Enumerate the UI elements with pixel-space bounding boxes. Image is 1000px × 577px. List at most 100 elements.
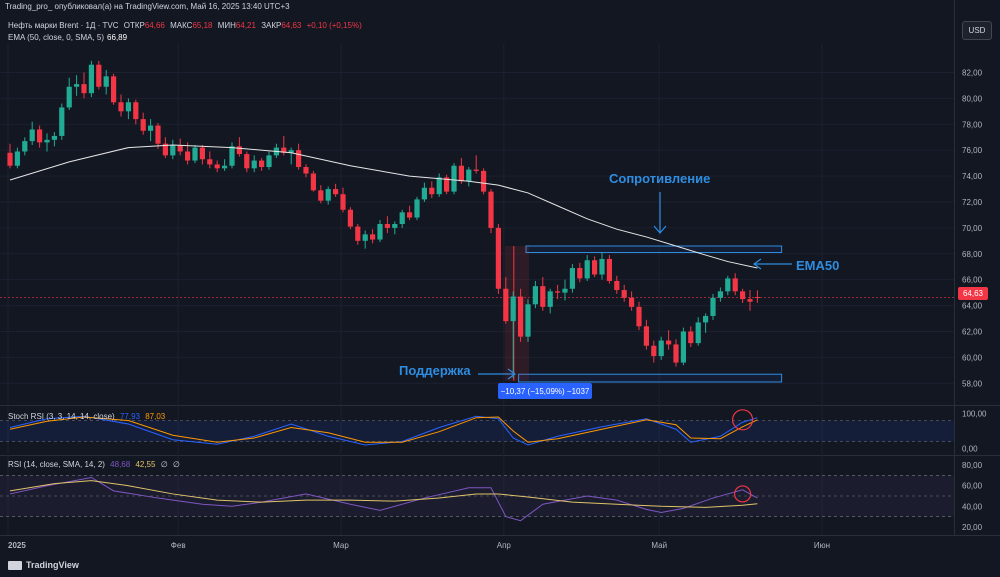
candle-body bbox=[207, 159, 213, 165]
candle-body bbox=[518, 296, 524, 337]
candle-body bbox=[340, 194, 346, 210]
candles bbox=[7, 60, 760, 379]
x-tick-label: 2025 bbox=[8, 541, 26, 550]
candle-body bbox=[525, 304, 531, 337]
low-value: 64,21 bbox=[235, 21, 256, 30]
y-tick-label: 78,00 bbox=[962, 120, 983, 129]
candle-body bbox=[614, 280, 620, 291]
y-tick-label: 82,00 bbox=[962, 68, 983, 77]
candle-body bbox=[251, 160, 257, 169]
candle-body bbox=[540, 286, 546, 307]
high-label: МАКС bbox=[170, 21, 193, 30]
stoch-legend[interactable]: Stoch RSI (3, 3, 14, 14, close) 77,93 87… bbox=[8, 412, 165, 421]
candle-body bbox=[414, 199, 420, 218]
candle-body bbox=[370, 234, 376, 240]
candle-body bbox=[629, 297, 635, 307]
rsi-tick-label: 20,00 bbox=[962, 523, 983, 532]
drawings bbox=[478, 192, 792, 503]
candle-body bbox=[281, 147, 287, 153]
low-label: МИН bbox=[217, 21, 236, 30]
rsi-series bbox=[9, 480, 758, 508]
currency-button[interactable]: USD bbox=[962, 21, 992, 40]
candle-body bbox=[125, 102, 131, 112]
measure-range bbox=[504, 246, 529, 381]
ema50-annotation[interactable]: EMA50 bbox=[796, 258, 840, 273]
tradingview-logo[interactable]: TradingView bbox=[8, 560, 79, 570]
y-tick-label: 70,00 bbox=[962, 224, 983, 233]
ema50-line bbox=[9, 144, 758, 269]
high-value: 65,18 bbox=[192, 21, 213, 30]
candle-body bbox=[140, 119, 146, 131]
candle-body bbox=[392, 224, 398, 228]
candle-body bbox=[444, 177, 450, 192]
candle-body bbox=[244, 154, 250, 169]
candle-body bbox=[577, 268, 583, 279]
candle-body bbox=[325, 189, 331, 201]
rsi-ma-value: 42,55 bbox=[135, 460, 156, 469]
stoch-tick-label: 100,00 bbox=[962, 410, 987, 419]
rsi-tick-label: 40,00 bbox=[962, 502, 983, 511]
candle-body bbox=[621, 290, 627, 298]
candle-body bbox=[532, 286, 538, 305]
candle-body bbox=[606, 258, 612, 281]
candle-body bbox=[51, 135, 57, 140]
candle-body bbox=[407, 212, 413, 218]
support-annotation[interactable]: Поддержка bbox=[399, 363, 471, 378]
rsi-extra-1: ∅ bbox=[160, 460, 168, 469]
stoch-layer bbox=[0, 415, 954, 446]
candle-body bbox=[584, 260, 590, 279]
candle-body bbox=[703, 315, 709, 323]
candle-body bbox=[111, 76, 117, 103]
symbol-label[interactable]: Нефть марки Brent · 1Д · TVC bbox=[8, 21, 119, 30]
published-caption: Trading_pro_ опубликовал(а) на TradingVi… bbox=[5, 2, 290, 11]
candle-body bbox=[451, 165, 457, 192]
ema-label: EMA (50, close, 0, SMA, 5) bbox=[8, 33, 105, 42]
ema-legend[interactable]: EMA (50, close, 0, SMA, 5) 66,89 bbox=[8, 33, 127, 42]
candle-body bbox=[214, 164, 220, 169]
rsi-series bbox=[9, 476, 758, 522]
tradingview-logo-icon bbox=[8, 560, 22, 570]
rsi-tick-label: 60,00 bbox=[962, 482, 983, 491]
stoch-label: Stoch RSI (3, 3, 14, 14, close) bbox=[8, 412, 115, 421]
rsi-tick-label: 80,00 bbox=[962, 461, 983, 470]
x-tick-label: Мар bbox=[333, 541, 349, 550]
y-tick-label: 80,00 bbox=[962, 94, 983, 103]
ema-layer bbox=[9, 144, 758, 269]
change-value: +0,10 (+0,15%) bbox=[306, 21, 362, 30]
x-tick-label: Фев bbox=[171, 541, 186, 550]
candle-body bbox=[688, 331, 694, 344]
candle-body bbox=[510, 296, 516, 322]
candle-body bbox=[296, 150, 302, 168]
measure-label[interactable]: −10,37 (−15,09%) −1037 bbox=[498, 383, 592, 399]
candle-body bbox=[44, 139, 50, 143]
candle-body bbox=[725, 278, 731, 292]
candle-body bbox=[22, 141, 28, 152]
candle-body bbox=[481, 170, 487, 192]
resistance-annotation[interactable]: Сопротивление bbox=[609, 171, 711, 186]
stoch-band bbox=[0, 420, 954, 442]
candle-body bbox=[717, 291, 723, 298]
rsi-legend[interactable]: RSI (14, close, SMA, 14, 2) 48,68 42,55 … bbox=[8, 460, 180, 469]
y-tick-label: 64,00 bbox=[962, 302, 983, 311]
stoch-d-value: 87,03 bbox=[145, 412, 166, 421]
candle-body bbox=[266, 155, 272, 168]
main-legend: Нефть марки Brent · 1Д · TVC ОТКР64,66 М… bbox=[8, 21, 362, 30]
close-label: ЗАКР bbox=[261, 21, 282, 30]
candle-body bbox=[458, 165, 464, 182]
candle-body bbox=[732, 278, 738, 292]
rsi-highlight-circle bbox=[733, 485, 752, 503]
candle-body bbox=[547, 291, 553, 307]
candle-body bbox=[636, 306, 642, 327]
candle-body bbox=[495, 227, 501, 289]
candle-body bbox=[185, 151, 191, 161]
candle-body bbox=[66, 86, 72, 108]
candle-body bbox=[162, 143, 168, 156]
candle-body bbox=[148, 125, 154, 131]
candle-body bbox=[155, 125, 161, 144]
candle-body bbox=[118, 102, 124, 112]
candle-body bbox=[754, 297, 760, 299]
candle-body bbox=[355, 226, 361, 241]
